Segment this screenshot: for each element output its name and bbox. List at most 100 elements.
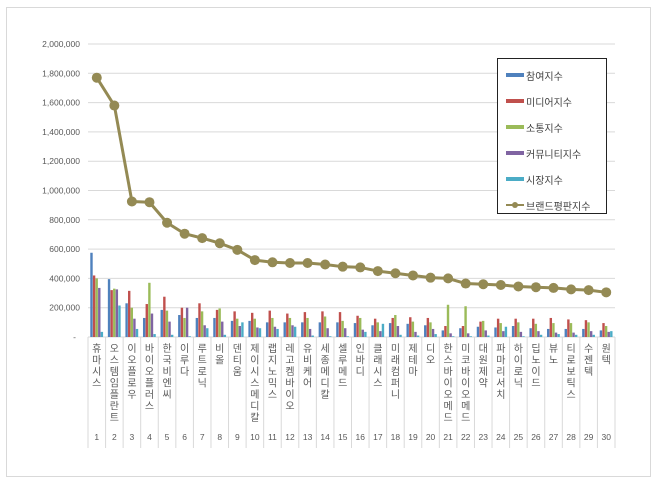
x-rank-label: 5 <box>165 432 170 442</box>
x-rank-label: 28 <box>566 432 576 442</box>
line-marker <box>460 278 471 289</box>
bar <box>200 311 204 337</box>
bar <box>291 325 294 337</box>
bar <box>230 320 234 337</box>
bar <box>584 320 588 337</box>
bar <box>268 310 271 337</box>
bar <box>376 322 379 337</box>
legend-label: 커뮤니티지수 <box>526 149 582 161</box>
legend-item-communication: 소통지수 <box>506 114 606 140</box>
x-rank-label: 24 <box>496 432 506 442</box>
bar <box>346 336 350 337</box>
x-rank-label: 3 <box>130 432 135 442</box>
bar <box>306 317 309 337</box>
bar <box>426 317 430 337</box>
line-marker <box>267 257 278 268</box>
line-marker <box>91 72 102 83</box>
x-rank-label: 12 <box>285 432 295 442</box>
line-marker <box>249 255 260 266</box>
bar <box>587 322 590 337</box>
bar <box>130 307 134 337</box>
bar <box>446 304 450 337</box>
bar <box>356 315 359 337</box>
bar <box>602 323 605 337</box>
y-tick-label: 200,000 <box>49 303 80 313</box>
bar <box>253 318 256 337</box>
line-marker <box>548 282 559 293</box>
x-rank-label: 9 <box>235 432 240 442</box>
x-rank-label: 20 <box>426 432 436 442</box>
bar <box>511 326 515 337</box>
legend-label: 참여지수 <box>526 71 563 83</box>
legend-swatch <box>506 151 524 155</box>
bar <box>371 325 374 337</box>
bar <box>499 323 502 337</box>
legend-label: 소통지수 <box>526 123 563 135</box>
line-marker <box>390 268 401 279</box>
bar <box>338 312 342 337</box>
bar <box>321 311 324 337</box>
bar <box>582 328 585 337</box>
line-marker <box>162 217 173 228</box>
bar <box>98 287 101 337</box>
bar <box>258 328 262 337</box>
x-rank-label: 11 <box>268 432 277 442</box>
bar <box>213 317 216 337</box>
bar <box>115 289 119 337</box>
legend-item-market: 시장지수 <box>506 166 606 192</box>
bar <box>514 318 517 337</box>
x-rank-label: 29 <box>584 432 594 442</box>
x-rank-label: 19 <box>408 432 418 442</box>
x-rank-label: 30 <box>601 432 611 442</box>
bar <box>301 322 304 337</box>
bar <box>170 334 174 337</box>
bar <box>283 322 286 337</box>
legend-swatch <box>506 99 524 103</box>
bar <box>286 313 289 337</box>
bar <box>461 326 465 337</box>
bar <box>188 336 191 337</box>
bar <box>271 317 274 337</box>
bar <box>431 328 435 337</box>
bar <box>118 305 121 337</box>
bar <box>361 329 364 337</box>
bar <box>481 320 485 337</box>
bar <box>185 307 189 337</box>
line-marker <box>126 196 137 207</box>
bar <box>150 313 154 337</box>
bar <box>479 321 482 337</box>
bar <box>522 336 525 337</box>
line-marker <box>566 284 577 295</box>
line-marker <box>601 287 612 298</box>
x-rank-label: 21 <box>443 432 453 442</box>
x-rank-label: 25 <box>514 432 524 442</box>
legend-label: 브랜드평판지수 <box>526 201 591 213</box>
line-marker <box>232 244 243 255</box>
legend-label: 미디어지수 <box>526 97 572 109</box>
bar <box>469 336 472 337</box>
bar <box>135 328 139 337</box>
y-tick-label: 1,200,000 <box>42 156 80 166</box>
bar <box>574 334 578 337</box>
bar <box>396 326 400 337</box>
bar <box>406 323 409 337</box>
bar <box>373 318 377 337</box>
bar <box>145 304 148 337</box>
bar <box>459 328 462 337</box>
bar <box>539 334 543 337</box>
x-rank-label: 16 <box>356 432 366 442</box>
bar <box>128 290 131 337</box>
bar <box>592 334 595 337</box>
bar <box>599 330 603 337</box>
bar <box>487 335 490 337</box>
